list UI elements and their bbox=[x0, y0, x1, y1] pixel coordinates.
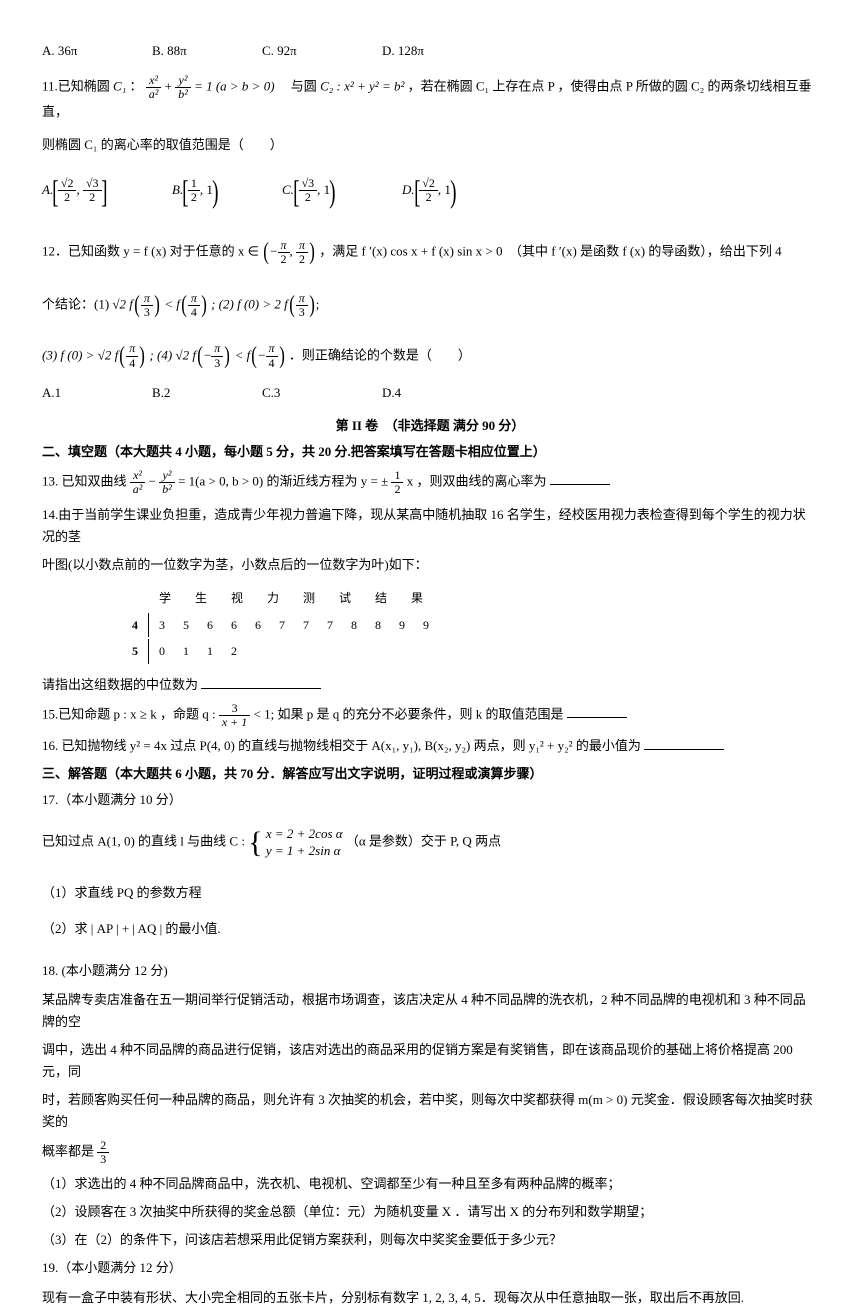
option-c: C. 92π bbox=[262, 40, 382, 62]
q12-mid: ，满足 f ′(x) cos x + f (x) sin x > 0 （其中 f… bbox=[319, 243, 781, 258]
q11-rhs: = 1 (a > b > 0) bbox=[194, 79, 274, 94]
q14-line1: 14.由于当前学生课业负担重，造成青少年视力普遍下降，现从某高中随机抽取 16 … bbox=[42, 504, 818, 548]
stem-leaf-row-4: 4 356667778899 bbox=[124, 613, 437, 637]
stem-leaf-row-5: 5 0112 bbox=[124, 639, 437, 663]
q12-results-line1: 个结论：(1) √2 f(π3) < f(π4) ; (2) f (0) > 2… bbox=[42, 285, 818, 326]
q18-p4: 概率都是 23 bbox=[42, 1139, 818, 1166]
q17-param2: y = 1 + 2sin α bbox=[266, 843, 343, 860]
q11-pre: 11.已知椭圆 bbox=[42, 79, 110, 94]
q18-p2: 调中，选出 4 种不同品牌的商品进行促销，该店对选出的商品采用的促销方案是有奖销… bbox=[42, 1039, 818, 1083]
q12-stem-line1: 12．已知函数 y = f (x) 对于任意的 x ∈ (−π2, π2) ，满… bbox=[42, 232, 818, 273]
q11-c2: C₂ : x² + y² = b² bbox=[320, 79, 404, 94]
q19-head: 19.（本小题满分 12 分） bbox=[42, 1257, 818, 1279]
section2-title: 第 II 卷 （非选择题 满分 90 分） bbox=[42, 415, 818, 437]
q11-colon: ： bbox=[129, 79, 142, 94]
q11-opt-d: D.[√22, 1) bbox=[402, 164, 522, 218]
q14-after: 请指出这组数据的中位数为 bbox=[42, 674, 818, 696]
q18-s1: （1）求选出的 4 种不同品牌商品中，洗衣机、电视机、空调都至少有一种且至多有两… bbox=[42, 1173, 818, 1195]
q11-stem-line2: 则椭圆 C₁ 的离心率的取值范围是（ ） bbox=[42, 134, 818, 156]
question-options-prev: A. 36π B. 88π C. 92π D. 128π bbox=[42, 40, 818, 62]
q12-results-line2: (3) f (0) > √2 f(π4) ; (4) √2 f(−π3) < f… bbox=[42, 336, 818, 377]
q15: 15.已知命题 p : x ≥ k ，命题 q : 3x + 1 < 1; 如果… bbox=[42, 702, 818, 729]
q11-frac2: y²b² bbox=[175, 74, 191, 101]
stem-leaf-header: 学 生 视 力 测 试 结 果 bbox=[151, 586, 437, 610]
brace-icon: { bbox=[248, 817, 262, 868]
q17-head: 17.（本小题满分 10 分） bbox=[42, 789, 818, 811]
q12-opt-a: A.1 bbox=[42, 382, 152, 404]
q12-pre: 12．已知函数 y = f (x) 对于任意的 x ∈ bbox=[42, 243, 259, 258]
q17-sub1: （1）求直线 PQ 的参数方程 bbox=[42, 882, 818, 904]
q12-opt-c: C.3 bbox=[262, 382, 382, 404]
q14-line2: 叶图(以小数点前的一位数字为茎，小数点后的一位数字为叶)如下： bbox=[42, 554, 818, 576]
option-a: A. 36π bbox=[42, 40, 152, 62]
q18-head: 18. (本小题满分 12 分) bbox=[42, 960, 818, 982]
q12-opt-d: D.4 bbox=[382, 382, 502, 404]
q11-opt-b: B.[12, 1) bbox=[172, 164, 282, 218]
q12-options: A.1 B.2 C.3 D.4 bbox=[42, 382, 818, 404]
q17-param1: x = 2 + 2cos α bbox=[266, 826, 343, 843]
q15-blank bbox=[567, 704, 627, 718]
q11-frac1: x²a² bbox=[146, 74, 162, 101]
q18-p3: 时，若顾客购买任何一种品牌的商品，则允许有 3 次抽奖的机会，若中奖，则每次中奖… bbox=[42, 1089, 818, 1133]
q11-stem-line1: 11.已知椭圆 C₁ ： x²a² + y²b² = 1 (a > b > 0)… bbox=[42, 74, 818, 123]
option-d: D. 128π bbox=[382, 40, 502, 62]
q18-s3: （3）在（2）的条件下，问该店若想采用此促销方案获利，则每次中奖奖金要低于多少元… bbox=[42, 1229, 818, 1251]
option-b: B. 88π bbox=[152, 40, 262, 62]
q11-options: A.[√22, √32] B.[12, 1) C.[√32, 1) D.[√22… bbox=[42, 164, 818, 218]
q12-opt-b: B.2 bbox=[152, 382, 262, 404]
q18-p1: 某品牌专卖店准备在五一期间举行促销活动，根据市场调查，该店决定从 4 种不同品牌… bbox=[42, 989, 818, 1033]
q12-end: ．则正确结论的个数是（ ） bbox=[289, 347, 471, 362]
q18-s2: （2）设顾客在 3 次抽奖中所获得的奖金总额（单位：元）为随机变量 X ．请写出… bbox=[42, 1201, 818, 1223]
q11-c1: C₁ bbox=[113, 79, 126, 94]
q19-p1: 现有一盒子中装有形状、大小完全相同的五张卡片，分别标有数字 1, 2, 3, 4… bbox=[42, 1287, 818, 1309]
q17-line1: 已知过点 A(1, 0) 的直线 l 与曲线 C : { x = 2 + 2co… bbox=[42, 817, 818, 868]
stem-leaf-plot: 学 生 视 力 测 试 结 果 4 356667778899 5 0112 bbox=[122, 584, 439, 665]
q17-sub2: （2）求 | AP | + | AQ | 的最小值. bbox=[42, 918, 818, 940]
fill-title: 二、填空题（本大题共 4 小题，每小题 5 分，共 20 分.把答案填写在答题卡… bbox=[42, 441, 818, 463]
q11-mid: 与圆 bbox=[278, 79, 317, 94]
q11-opt-c: C.[√32, 1) bbox=[282, 164, 402, 218]
q13: 13. 已知双曲线 x²a² − y²b² = 1(a > 0, b > 0) … bbox=[42, 469, 818, 496]
q13-blank bbox=[550, 471, 610, 485]
q16: 16. 已知抛物线 y² = 4x 过点 P(4, 0) 的直线与抛物线相交于 … bbox=[42, 735, 818, 757]
q16-blank bbox=[644, 736, 724, 750]
section3-title: 三、解答题（本大题共 6 小题，共 70 分．解答应写出文字说明，证明过程或演算… bbox=[42, 763, 818, 785]
q11-opt-a: A.[√22, √32] bbox=[42, 164, 172, 218]
q14-blank bbox=[201, 675, 321, 689]
